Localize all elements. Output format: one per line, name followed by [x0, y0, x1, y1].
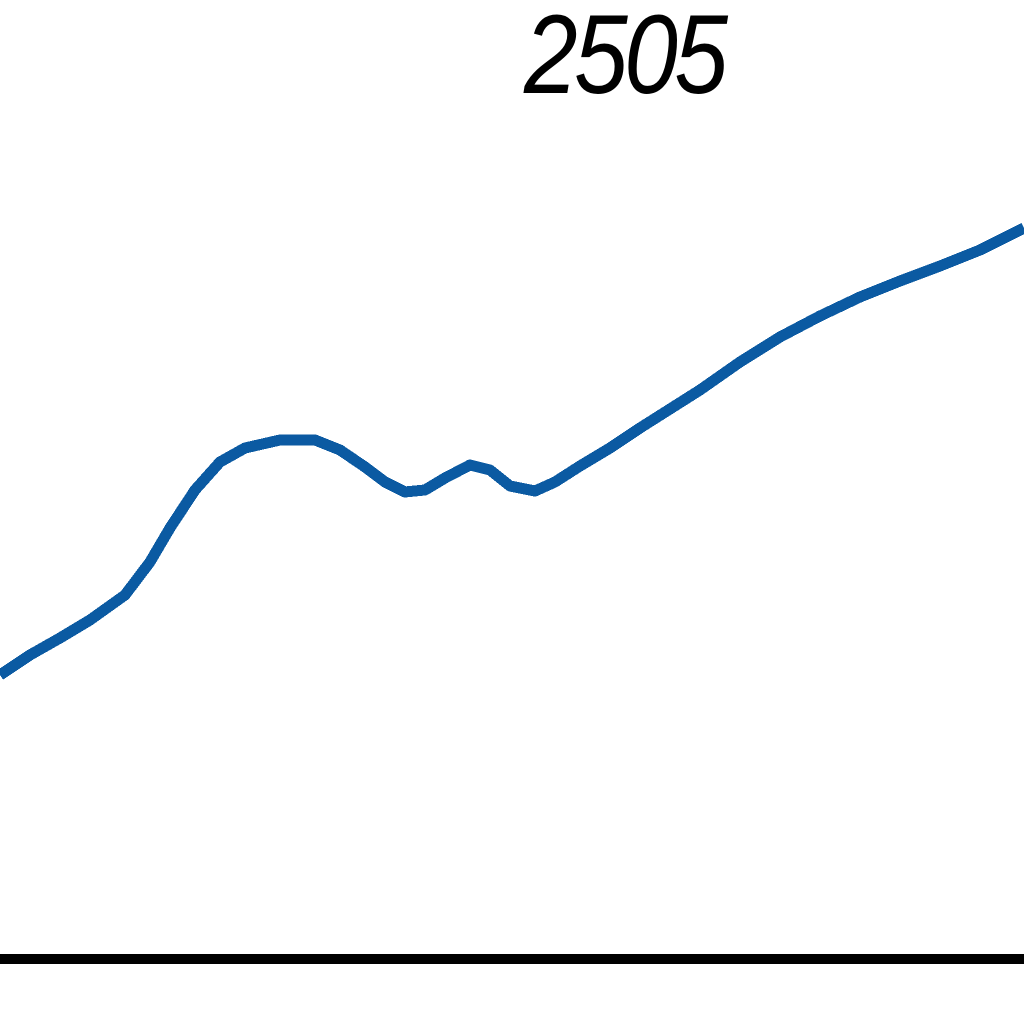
chart-title: 2505 [524, 0, 728, 117]
series-line-0 [0, 223, 1024, 680]
series-layer [0, 223, 1024, 680]
